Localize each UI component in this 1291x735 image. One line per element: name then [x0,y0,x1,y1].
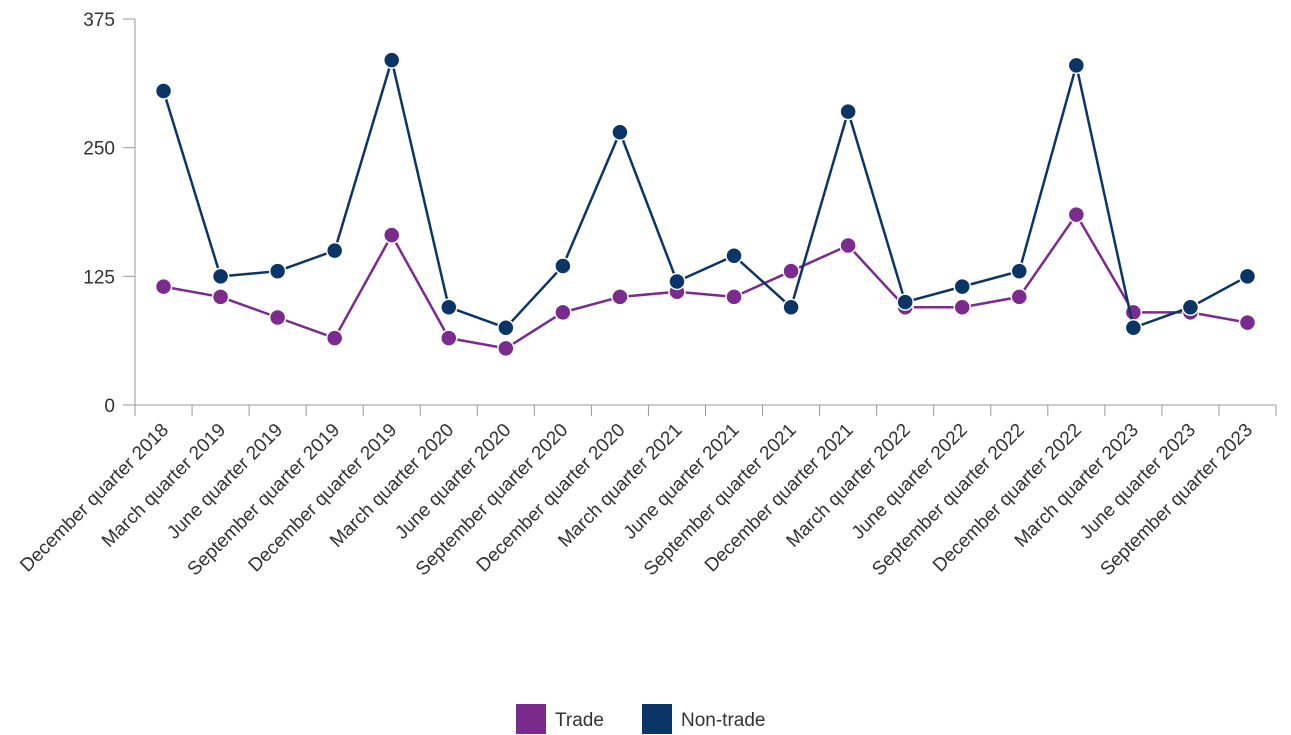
data-point[interactable] [1010,288,1029,306]
data-point[interactable] [497,339,515,358]
data-point[interactable] [668,272,686,291]
data-point[interactable] [268,262,287,280]
data-point[interactable] [554,303,572,322]
data-point[interactable] [382,51,401,69]
data-point[interactable] [1067,205,1086,224]
data-point[interactable] [211,288,230,306]
data-point[interactable] [782,262,800,280]
data-point[interactable] [1238,267,1257,286]
data-point[interactable] [497,319,515,337]
data-point[interactable] [211,267,230,286]
data-point[interactable] [953,298,971,316]
data-point[interactable] [725,246,743,265]
data-point[interactable] [440,298,458,316]
data-point[interactable] [953,277,971,296]
y-axis: 0 125 250 375 [83,10,136,417]
data-point[interactable] [1010,262,1029,280]
data-point[interactable] [896,293,914,311]
data-point[interactable] [154,277,173,296]
data-point[interactable] [1067,56,1086,75]
legend-item[interactable]: Non-trade [642,704,766,734]
series-trade [154,205,1257,358]
y-tick-label: 250 [83,139,115,160]
data-point[interactable] [839,102,857,121]
data-point[interactable] [554,257,572,275]
legend-swatch [516,704,546,734]
legend: Trade Non-trade [516,704,766,734]
series-line [162,58,1249,330]
y-tick-label: 125 [83,267,115,288]
data-point[interactable] [1124,319,1143,337]
series-line [163,213,1248,350]
data-point[interactable] [725,288,743,306]
series-non-trade [154,51,1257,337]
data-point[interactable] [782,298,800,316]
data-point[interactable] [325,329,344,347]
data-point[interactable] [611,123,629,141]
data-point[interactable] [1238,313,1257,332]
y-tick-label: 0 [104,396,115,417]
legend-label: Non-trade [681,710,766,731]
data-point[interactable] [325,241,344,260]
legend-item[interactable]: Trade [516,704,604,734]
data-point[interactable] [611,288,629,306]
data-point[interactable] [382,226,401,244]
series-layer [154,51,1257,358]
data-point[interactable] [154,82,173,100]
y-tick-label: 375 [83,10,115,31]
legend-swatch [642,704,672,734]
legend-label: Trade [555,710,604,731]
data-point[interactable] [1181,298,1200,316]
data-point[interactable] [440,329,458,347]
data-point[interactable] [268,308,287,327]
data-point[interactable] [839,236,857,255]
